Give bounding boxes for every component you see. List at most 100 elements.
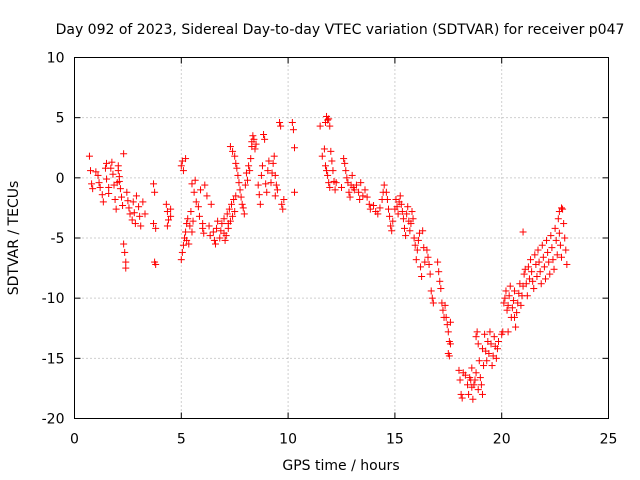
- data-point: [88, 180, 96, 188]
- data-point: [238, 200, 246, 208]
- data-point: [194, 203, 202, 211]
- data-point: [552, 236, 560, 244]
- data-point: [468, 364, 476, 372]
- data-point: [188, 180, 196, 188]
- data-point: [227, 200, 235, 208]
- data-point: [464, 381, 472, 389]
- data-point: [131, 220, 139, 228]
- data-point: [355, 188, 363, 196]
- data-points: [85, 112, 571, 403]
- data-point: [216, 234, 224, 242]
- data-point: [230, 195, 238, 203]
- data-point: [536, 268, 544, 276]
- data-point: [398, 208, 406, 216]
- data-point: [189, 217, 197, 225]
- data-point: [200, 229, 208, 237]
- data-point: [486, 328, 494, 336]
- data-point: [511, 313, 519, 321]
- data-point: [179, 167, 187, 175]
- data-point: [474, 340, 482, 348]
- data-point: [506, 282, 514, 290]
- data-point: [210, 236, 218, 244]
- data-point: [471, 376, 479, 384]
- data-point: [114, 167, 122, 175]
- x-tick-label: 15: [386, 432, 404, 448]
- data-point: [184, 215, 192, 223]
- data-point: [280, 195, 288, 203]
- data-point: [223, 210, 231, 218]
- data-point: [421, 258, 429, 266]
- y-tick-label: 10: [47, 51, 65, 67]
- data-point: [534, 246, 542, 254]
- data-point: [248, 143, 256, 151]
- data-point: [485, 350, 493, 358]
- data-point: [341, 159, 349, 167]
- data-point: [329, 167, 337, 175]
- data-point: [231, 152, 239, 160]
- data-point: [269, 159, 277, 167]
- data-point: [511, 287, 519, 295]
- data-point: [99, 198, 107, 206]
- data-point: [218, 220, 226, 228]
- y-tick-label: -5: [51, 231, 65, 247]
- chart-title: Day 092 of 2023, Sidereal Day-to-day VTE…: [56, 22, 625, 38]
- data-point: [240, 210, 248, 218]
- y-axis-label: SDTVAR / TECUs: [6, 181, 22, 296]
- data-point: [356, 195, 364, 203]
- data-point: [427, 287, 435, 295]
- data-point: [475, 357, 483, 365]
- data-point: [357, 179, 365, 187]
- x-tick-label: 10: [279, 432, 297, 448]
- data-point: [383, 195, 391, 203]
- data-point: [550, 265, 558, 273]
- data-point: [403, 210, 411, 218]
- data-point: [527, 256, 535, 264]
- data-point: [562, 246, 570, 254]
- data-point: [232, 192, 240, 200]
- data-point: [501, 294, 509, 302]
- data-point: [213, 224, 221, 232]
- data-point: [236, 186, 244, 194]
- data-point: [519, 228, 527, 236]
- data-point: [500, 299, 508, 307]
- data-point: [273, 186, 281, 194]
- data-point: [437, 285, 445, 293]
- data-point: [132, 192, 140, 200]
- data-point: [182, 228, 190, 236]
- data-point: [109, 170, 117, 178]
- data-point: [233, 164, 241, 172]
- data-point: [152, 260, 160, 268]
- data-point: [445, 352, 453, 360]
- data-point: [316, 122, 324, 130]
- data-point: [346, 193, 354, 201]
- data-point: [192, 198, 200, 206]
- data-point: [270, 152, 278, 160]
- data-point: [239, 204, 247, 212]
- data-point: [561, 234, 569, 242]
- data-point: [220, 215, 228, 223]
- data-point: [135, 203, 143, 211]
- data-point: [472, 333, 480, 341]
- data-point: [150, 220, 158, 228]
- data-point: [446, 318, 454, 326]
- data-point: [535, 258, 543, 266]
- data-point: [318, 152, 326, 160]
- data-point: [442, 313, 450, 321]
- data-point: [237, 193, 245, 201]
- data-point: [115, 177, 123, 185]
- data-point: [457, 390, 465, 398]
- data-point: [182, 155, 190, 163]
- data-point: [120, 240, 128, 248]
- data-point: [384, 205, 392, 213]
- data-point: [103, 159, 111, 167]
- data-point: [214, 217, 222, 225]
- data-point: [531, 251, 539, 259]
- x-tick-label: 5: [177, 432, 186, 448]
- y-tick-label: -20: [42, 412, 65, 428]
- data-point: [85, 152, 93, 160]
- data-point: [558, 253, 566, 261]
- data-point: [246, 167, 254, 175]
- data-point: [320, 145, 328, 153]
- data-point: [271, 192, 279, 200]
- data-point: [126, 210, 134, 218]
